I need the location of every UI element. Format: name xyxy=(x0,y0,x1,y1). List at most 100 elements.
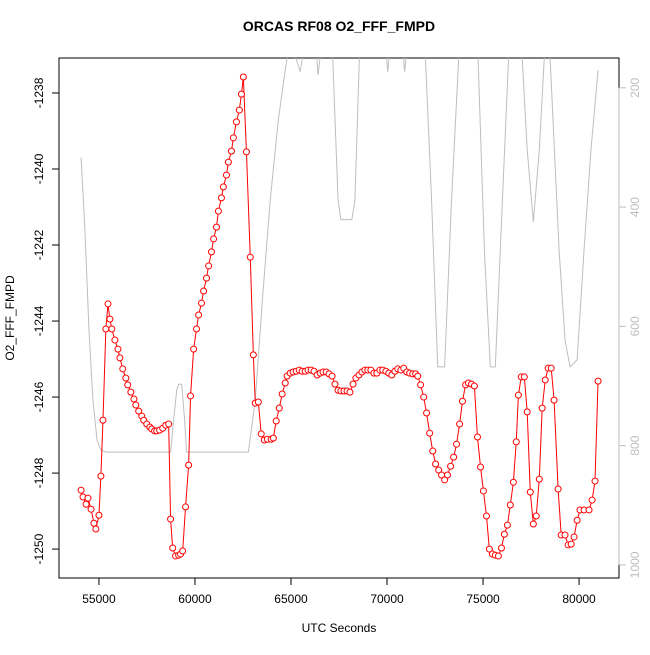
data-point xyxy=(526,488,534,496)
data-point xyxy=(281,379,289,387)
data-point xyxy=(90,519,98,527)
data-point xyxy=(535,475,543,483)
data-point xyxy=(275,404,283,412)
data-point xyxy=(97,472,105,480)
data-point xyxy=(99,416,107,424)
data-point xyxy=(167,515,175,523)
data-point xyxy=(514,391,522,399)
data-point xyxy=(532,512,540,520)
data-point xyxy=(214,207,222,215)
data-point xyxy=(92,525,100,533)
data-point xyxy=(207,248,215,256)
data-point xyxy=(130,395,138,403)
data-point xyxy=(239,73,247,81)
data-point xyxy=(232,118,240,126)
data-point xyxy=(82,500,90,508)
data-point xyxy=(114,345,122,353)
data-point xyxy=(594,377,602,385)
data-point xyxy=(116,354,124,362)
data-point xyxy=(529,520,537,528)
data-point xyxy=(500,530,508,538)
data-point xyxy=(554,485,562,493)
data-point xyxy=(482,512,490,520)
y-tick-label: -1250 xyxy=(32,533,46,564)
data-point xyxy=(479,487,487,495)
data-point xyxy=(235,106,243,114)
data-point xyxy=(585,506,593,514)
data-point xyxy=(227,147,235,155)
data-point xyxy=(84,494,92,502)
data-point xyxy=(447,462,455,470)
data-point xyxy=(420,393,428,401)
data-point xyxy=(219,183,227,191)
y2-tick-label: 600 xyxy=(628,316,642,336)
data-point xyxy=(102,325,110,333)
data-point xyxy=(132,401,140,409)
y-axis-label: O2_FFF_FMPD xyxy=(3,275,17,361)
data-point xyxy=(346,388,354,396)
data-point xyxy=(135,407,143,415)
data-point xyxy=(111,336,119,344)
data-point xyxy=(497,544,505,552)
data-point xyxy=(108,325,116,333)
data-point xyxy=(212,223,220,231)
data-point xyxy=(205,262,213,270)
data-point xyxy=(169,544,177,552)
data-point xyxy=(512,438,520,446)
data-point xyxy=(444,471,452,479)
y-tick-label: -1242 xyxy=(32,229,46,260)
x-tick-label: 55000 xyxy=(82,592,116,606)
data-point xyxy=(87,505,95,513)
data-point xyxy=(122,374,130,382)
data-point xyxy=(257,430,265,438)
data-point xyxy=(77,486,85,494)
chart-title: ORCAS RF08 O2_FFF_FMPD xyxy=(243,18,435,34)
data-point xyxy=(119,365,127,373)
y-tick-label: -1244 xyxy=(32,305,46,336)
y2-tick-label: 200 xyxy=(628,77,642,97)
y-tick-label: -1246 xyxy=(32,381,46,412)
data-point xyxy=(185,461,193,469)
data-point xyxy=(450,453,458,461)
data-point xyxy=(224,158,232,166)
data-point xyxy=(520,373,528,381)
data-point xyxy=(249,351,257,359)
data-point xyxy=(591,477,599,485)
y-tick-label: -1238 xyxy=(32,77,46,108)
data-point xyxy=(104,300,112,308)
data-point xyxy=(202,274,210,282)
data-point xyxy=(570,533,578,541)
data-point xyxy=(485,545,493,553)
data-point xyxy=(541,376,549,384)
data-point xyxy=(179,547,187,555)
data-point xyxy=(254,398,262,406)
data-point xyxy=(458,397,466,405)
data-point xyxy=(429,447,437,455)
series-line xyxy=(80,58,599,453)
data-point xyxy=(200,287,208,295)
data-point xyxy=(328,372,336,380)
x-tick-label: 60000 xyxy=(178,592,212,606)
data-point xyxy=(417,381,425,389)
data-point xyxy=(432,460,440,468)
data-point xyxy=(550,396,558,404)
data-point xyxy=(106,315,114,323)
data-point xyxy=(331,380,339,388)
y2-tick-label: 400 xyxy=(628,197,642,217)
data-point xyxy=(349,380,357,388)
data-point xyxy=(588,496,596,504)
data-point xyxy=(190,345,198,353)
data-point xyxy=(124,381,132,389)
data-point xyxy=(567,540,575,548)
data-point xyxy=(573,516,581,524)
y-tick-label: -1240 xyxy=(32,153,46,184)
y2-tick-label: 800 xyxy=(628,435,642,455)
data-point xyxy=(278,390,286,398)
data-point xyxy=(222,171,230,179)
data-point xyxy=(195,311,203,319)
data-point xyxy=(453,440,461,448)
data-point xyxy=(477,463,485,471)
